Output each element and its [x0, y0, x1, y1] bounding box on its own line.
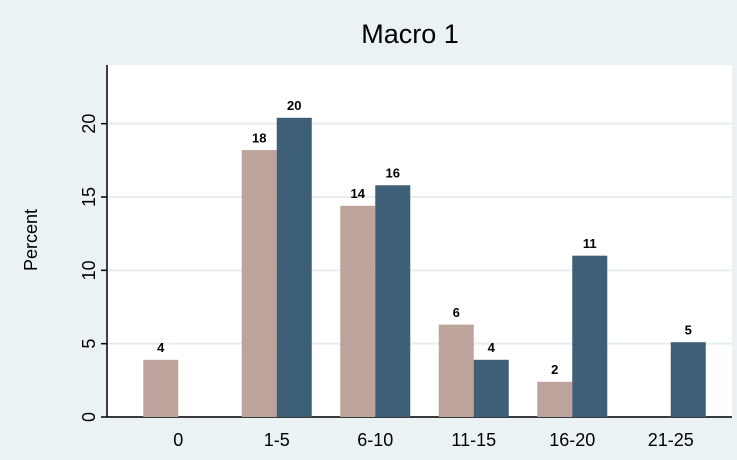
x-tick-label: 21-25	[648, 430, 694, 450]
x-tick-label: 11-15	[451, 430, 496, 450]
value-label: 4	[488, 340, 496, 355]
bar	[438, 324, 474, 417]
value-label: 4	[157, 340, 165, 355]
x-tick-label: 6-10	[357, 430, 393, 450]
bar	[670, 342, 706, 417]
plot-area	[107, 65, 732, 417]
y-tick-label: 15	[79, 187, 99, 207]
value-label: 11	[583, 236, 597, 251]
bar	[276, 117, 312, 418]
bar	[572, 255, 608, 417]
bar	[375, 185, 411, 417]
value-label: 20	[287, 98, 301, 113]
bar	[340, 205, 376, 417]
value-label: 18	[252, 131, 266, 146]
value-label: 2	[551, 362, 558, 377]
y-tick-label: 0	[79, 412, 99, 422]
x-tick-label: 1-5	[264, 430, 290, 450]
value-label: 16	[386, 166, 400, 181]
bar	[143, 359, 179, 417]
bar	[241, 150, 277, 418]
x-tick-label: 0	[173, 430, 183, 450]
chart-title: Macro 1	[361, 19, 459, 49]
y-tick-label: 5	[79, 339, 99, 349]
x-tick-label: 16-20	[549, 430, 595, 450]
value-label: 6	[453, 305, 460, 320]
bar	[473, 359, 509, 417]
bar	[537, 381, 573, 417]
y-tick-label: 10	[79, 260, 99, 280]
y-tick-label: 20	[79, 114, 99, 134]
value-label: 5	[685, 323, 692, 338]
value-label: 14	[351, 186, 366, 201]
y-axis-label: Percent	[21, 209, 41, 271]
